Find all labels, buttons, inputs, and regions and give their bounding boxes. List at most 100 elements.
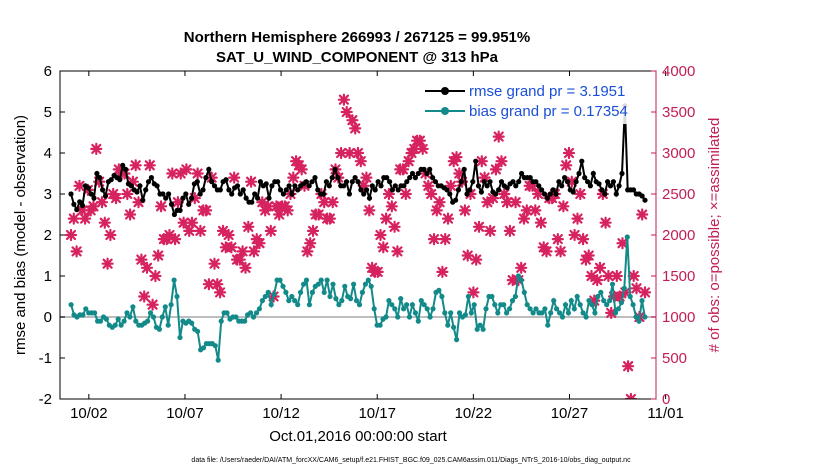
bias-point bbox=[565, 310, 572, 316]
bias-point bbox=[80, 312, 86, 318]
obs-point bbox=[185, 216, 199, 229]
bias-point bbox=[551, 298, 557, 304]
rmse-point bbox=[180, 195, 186, 201]
bias-point bbox=[353, 298, 360, 304]
bias-point bbox=[477, 322, 483, 328]
rmse-point bbox=[306, 183, 312, 189]
obs-point bbox=[486, 192, 500, 205]
right-y-tick-label: 500 bbox=[662, 350, 687, 367]
bias-point bbox=[383, 314, 389, 320]
obs-point bbox=[408, 142, 421, 155]
rmse-point bbox=[504, 185, 510, 191]
obs-point bbox=[613, 290, 626, 303]
rmse-point bbox=[355, 179, 361, 185]
rmse-point bbox=[421, 166, 427, 172]
bias-point bbox=[589, 302, 595, 308]
rmse-point bbox=[562, 175, 568, 181]
obs-point bbox=[191, 167, 204, 180]
bias-point bbox=[568, 298, 574, 304]
rmse-point bbox=[312, 175, 318, 181]
obs-point bbox=[517, 212, 531, 225]
obs-point bbox=[93, 175, 106, 188]
bias-point bbox=[456, 310, 463, 316]
bias-point bbox=[633, 314, 639, 320]
rmse-point bbox=[496, 187, 502, 193]
bias-point bbox=[518, 277, 524, 283]
rmse-point bbox=[458, 179, 464, 185]
bias-point bbox=[554, 306, 560, 312]
bias-point bbox=[277, 277, 283, 283]
bias-point bbox=[286, 298, 292, 304]
bias-point bbox=[162, 304, 168, 310]
rmse-point bbox=[387, 179, 393, 185]
bias-series bbox=[68, 234, 648, 363]
obs-point bbox=[346, 114, 359, 127]
obs-point bbox=[492, 130, 505, 143]
bias-point bbox=[309, 289, 315, 295]
rmse-point bbox=[467, 187, 473, 193]
bias-point bbox=[356, 302, 363, 308]
obs-point bbox=[430, 204, 443, 217]
rmse-point bbox=[541, 191, 548, 197]
rmse-point bbox=[275, 179, 281, 185]
obs-point bbox=[87, 200, 100, 213]
bias-point bbox=[442, 310, 448, 316]
bias-point bbox=[145, 318, 151, 324]
rmse-point bbox=[303, 179, 309, 185]
bias-point bbox=[439, 293, 445, 300]
bias-point bbox=[318, 277, 324, 283]
bias-point bbox=[248, 310, 254, 316]
obs-point bbox=[211, 278, 224, 291]
obs-point bbox=[416, 142, 429, 155]
obs-point bbox=[444, 179, 457, 192]
rmse-point bbox=[358, 187, 364, 193]
rmse-point bbox=[510, 179, 516, 185]
obs-point bbox=[396, 163, 410, 176]
bias-point bbox=[483, 306, 489, 312]
x-tick-label: 10/07 bbox=[166, 405, 204, 422]
rmse-point bbox=[108, 177, 114, 183]
x-tick-label: 10/12 bbox=[262, 405, 300, 422]
x-axis-label: Oct.01,2016 00:00:00 start bbox=[269, 428, 447, 445]
obs-point bbox=[180, 163, 193, 176]
obs-point bbox=[610, 269, 623, 283]
rmse-point bbox=[610, 179, 617, 185]
rmse-point bbox=[102, 193, 109, 199]
rmse-point bbox=[85, 185, 91, 191]
bias-point bbox=[595, 293, 601, 300]
obs-point bbox=[475, 155, 488, 168]
rmse-point bbox=[461, 166, 467, 172]
obs-point bbox=[188, 192, 201, 205]
right-y-tick-label: 4000 bbox=[662, 63, 695, 80]
bias-point bbox=[103, 316, 109, 322]
bias-point bbox=[333, 296, 339, 302]
bias-point bbox=[415, 318, 421, 324]
bias-point bbox=[598, 289, 604, 295]
rmse-point bbox=[361, 191, 367, 197]
rmse-point bbox=[516, 179, 522, 185]
obs-markers bbox=[64, 93, 652, 399]
obs-point bbox=[228, 171, 241, 184]
bias-point bbox=[409, 302, 415, 308]
bias-point bbox=[262, 293, 268, 300]
obs-point bbox=[140, 261, 154, 274]
obs-point bbox=[67, 212, 80, 225]
rmse-point bbox=[430, 175, 436, 181]
bias-point bbox=[124, 310, 130, 316]
obs-point bbox=[323, 212, 336, 225]
rmse-point bbox=[154, 183, 160, 189]
obs-point bbox=[382, 187, 395, 201]
bias-point bbox=[253, 310, 260, 316]
bias-point bbox=[315, 281, 321, 287]
bias-point bbox=[174, 293, 180, 300]
rmse-point bbox=[186, 201, 192, 207]
left-y-axis-label: rmse and bias (model - observation) bbox=[12, 115, 29, 355]
rmse-point bbox=[550, 187, 556, 193]
rmse-point bbox=[544, 195, 551, 201]
bias-point bbox=[250, 314, 257, 320]
obs-point bbox=[582, 249, 595, 262]
bias-point bbox=[448, 310, 454, 316]
right-y-tick-label: 3000 bbox=[662, 145, 695, 162]
obs-point bbox=[354, 155, 367, 168]
